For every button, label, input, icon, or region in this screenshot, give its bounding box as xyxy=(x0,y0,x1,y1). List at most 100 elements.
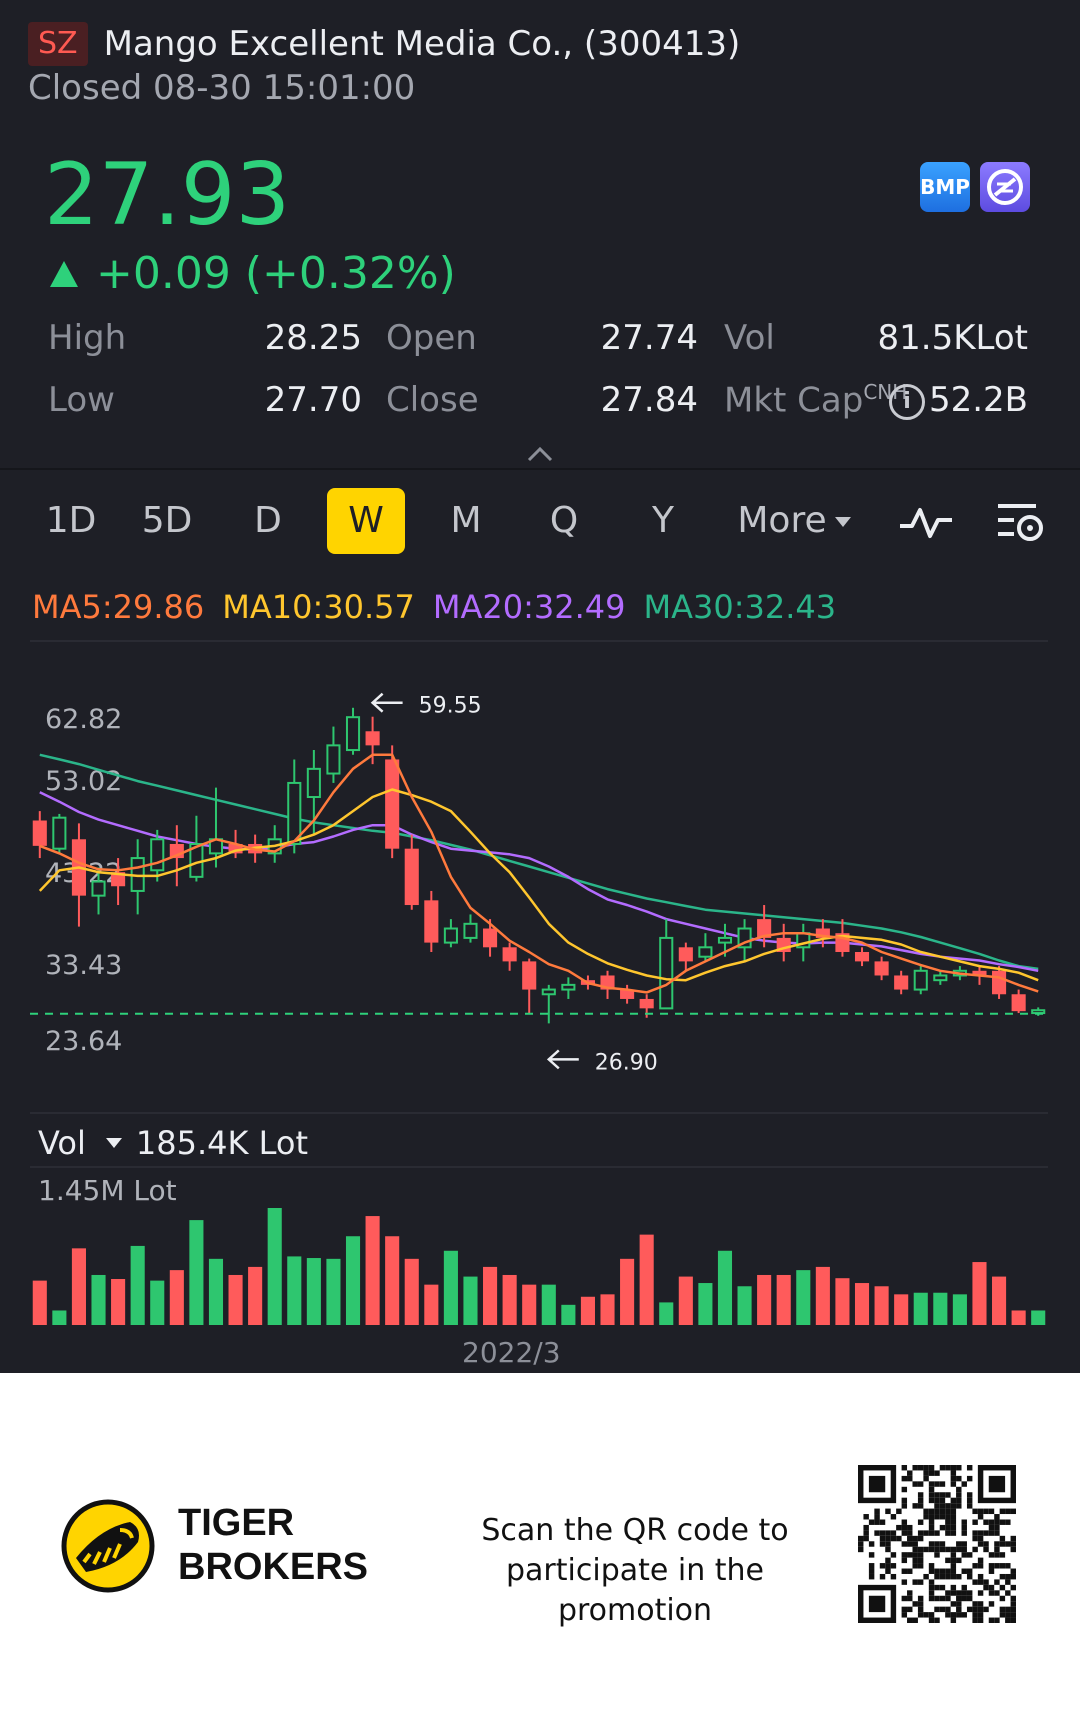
qr-module xyxy=(907,1617,913,1623)
qr-module xyxy=(901,1568,908,1574)
qr-module xyxy=(917,1481,924,1487)
qr-module xyxy=(950,1617,957,1623)
volume-bar xyxy=(972,1262,987,1325)
qr-module xyxy=(961,1568,967,1574)
bmp-badge-icon[interactable]: BMP xyxy=(920,162,970,212)
qr-module xyxy=(912,1503,918,1509)
volume-bar xyxy=(404,1258,419,1325)
qr-module xyxy=(1010,1606,1016,1613)
indicator-icon[interactable] xyxy=(898,502,954,542)
qr-module xyxy=(961,1590,967,1596)
qr-module xyxy=(917,1465,924,1471)
qr-module xyxy=(983,1579,989,1585)
info-icon[interactable]: i xyxy=(888,383,925,420)
qr-module xyxy=(956,1465,962,1471)
ma20-line xyxy=(39,791,1039,973)
qr-module xyxy=(1005,1541,1011,1547)
qr-module xyxy=(928,1612,935,1618)
low-value: 27.70 xyxy=(264,380,362,420)
qr-module xyxy=(977,1535,984,1542)
qr-module xyxy=(950,1497,957,1504)
qr-module xyxy=(907,1470,913,1476)
last-price: 27.93 xyxy=(44,145,291,245)
qr-module xyxy=(950,1584,957,1591)
chart-settings-icon[interactable] xyxy=(996,500,1048,544)
qr-module xyxy=(977,1601,984,1607)
candle xyxy=(992,970,1007,995)
tab-m[interactable]: M xyxy=(450,500,482,541)
qr-module xyxy=(907,1524,913,1531)
qr-module xyxy=(923,1514,929,1520)
vol-value: 81.5KLot xyxy=(877,318,1028,358)
candle xyxy=(972,970,987,976)
qr-module xyxy=(966,1475,973,1482)
up-arrow-icon xyxy=(50,260,78,287)
qr-module xyxy=(961,1530,967,1536)
candle xyxy=(717,936,733,944)
tab-d[interactable]: D xyxy=(254,500,282,541)
qr-module xyxy=(901,1530,908,1536)
qr-module xyxy=(950,1508,957,1515)
qr-module xyxy=(934,1541,940,1547)
qr-module xyxy=(928,1497,935,1504)
qr-module xyxy=(879,1563,886,1569)
qr-module xyxy=(917,1530,924,1536)
qr-module xyxy=(885,1546,891,1553)
x-axis-date: 2022/3 xyxy=(462,1336,561,1369)
volume-bar xyxy=(287,1256,302,1325)
qr-module xyxy=(961,1481,967,1487)
volume-label-group[interactable]: Vol 185.4K Lot xyxy=(38,1124,308,1162)
qr-module xyxy=(956,1492,962,1498)
qr-module xyxy=(907,1595,913,1602)
tab-y[interactable]: Y xyxy=(652,500,674,541)
tab-q[interactable]: Q xyxy=(549,500,579,541)
qr-module xyxy=(956,1557,962,1564)
qr-module xyxy=(890,1563,897,1569)
volume-bar xyxy=(913,1292,928,1325)
qr-module xyxy=(983,1508,989,1515)
tab-1d[interactable]: 1D xyxy=(45,500,97,541)
qr-module xyxy=(934,1508,940,1515)
qr-module xyxy=(966,1590,973,1596)
price-change: +0.09 (+0.32%) xyxy=(50,248,456,299)
candle xyxy=(757,919,772,938)
volume-value: 185.4K Lot xyxy=(135,1124,309,1162)
qr-module xyxy=(934,1514,940,1520)
volume-bar xyxy=(835,1278,850,1325)
candle xyxy=(228,843,243,854)
qr-module xyxy=(994,1617,1000,1623)
qr-module xyxy=(896,1524,902,1531)
zero-commission-icon[interactable] xyxy=(980,162,1030,212)
qr-module xyxy=(966,1595,973,1602)
qr-module xyxy=(917,1595,924,1602)
qr-module xyxy=(999,1519,1006,1525)
qr-module xyxy=(901,1541,908,1547)
tab-w[interactable]: W xyxy=(327,488,405,554)
open-label: Open xyxy=(386,318,477,358)
qr-code[interactable] xyxy=(858,1465,1016,1623)
qr-module xyxy=(1005,1612,1011,1618)
volume-bar xyxy=(326,1258,341,1325)
chevron-up-icon[interactable] xyxy=(526,440,554,468)
qr-module xyxy=(950,1481,957,1487)
candle xyxy=(620,989,635,999)
qr-module xyxy=(999,1595,1006,1602)
stock-detail-screen: SZ Mango Excellent Media Co., (300413) C… xyxy=(0,0,1080,1373)
qr-module xyxy=(939,1503,946,1509)
low-arrow-icon xyxy=(546,1049,579,1070)
qr-module xyxy=(945,1557,951,1564)
period-tabs: 1D 5D D W M Q Y More xyxy=(0,488,1080,558)
tab-5d[interactable]: 5D xyxy=(141,500,193,541)
volume-bar xyxy=(952,1294,967,1325)
qr-module xyxy=(901,1595,908,1602)
tab-more[interactable]: More xyxy=(732,488,856,554)
qr-module xyxy=(934,1617,940,1623)
qr-module xyxy=(858,1535,864,1542)
qr-module xyxy=(934,1503,940,1509)
qr-module xyxy=(901,1606,908,1613)
candle xyxy=(111,872,126,887)
volume-bar xyxy=(424,1284,439,1325)
y-axis-tick: 23.64 xyxy=(45,1026,122,1057)
qr-module xyxy=(950,1557,957,1564)
